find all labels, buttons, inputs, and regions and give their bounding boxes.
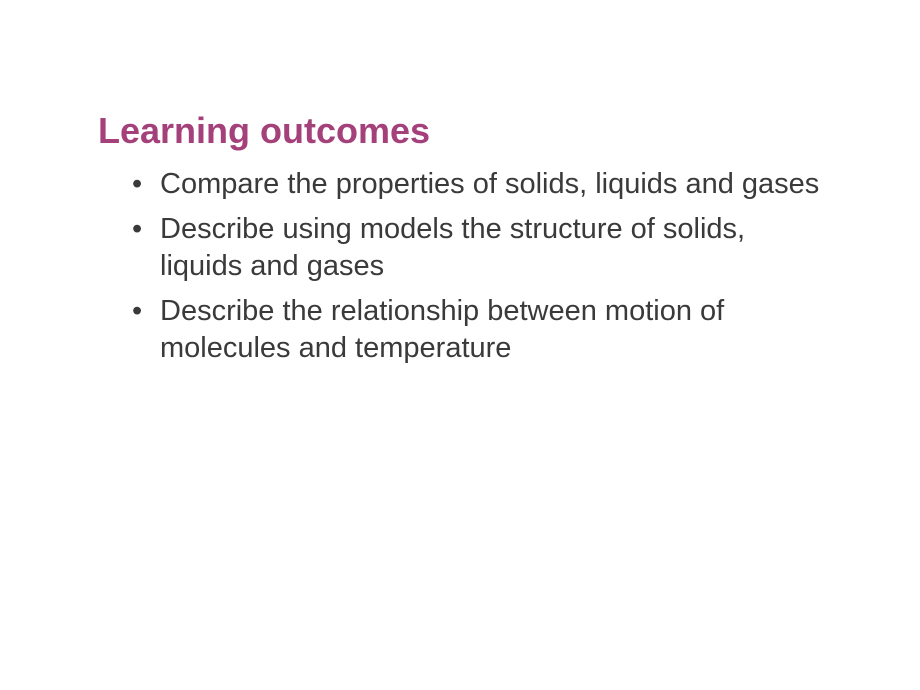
slide-container: Learning outcomes Compare the properties… xyxy=(0,0,920,690)
list-item: Compare the properties of solids, liquid… xyxy=(132,166,830,203)
slide-title: Learning outcomes xyxy=(98,110,830,152)
list-item: Describe using models the structure of s… xyxy=(132,211,830,285)
bullet-list: Compare the properties of solids, liquid… xyxy=(98,166,830,368)
list-item: Describe the relationship between motion… xyxy=(132,293,830,367)
